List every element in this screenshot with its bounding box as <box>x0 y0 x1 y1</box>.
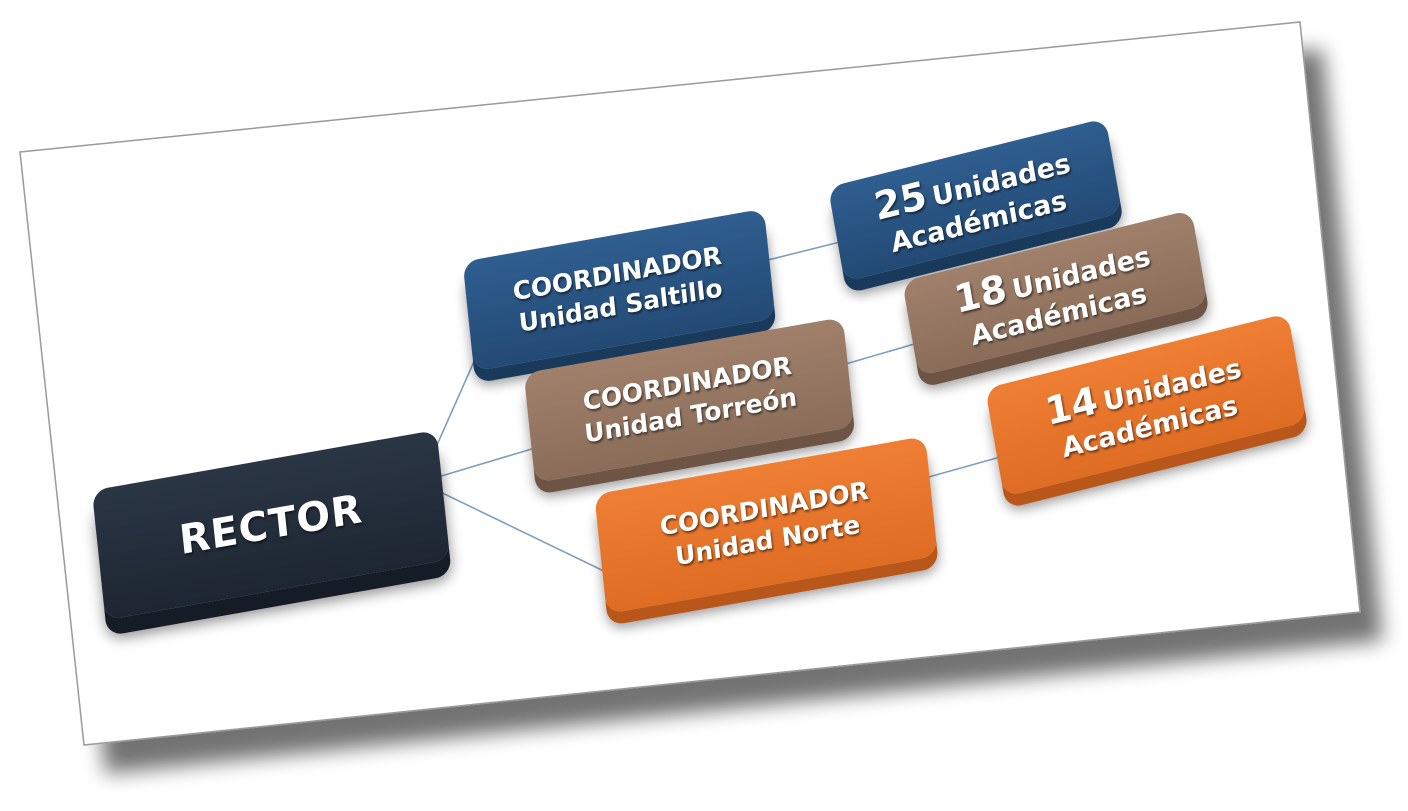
connector-torreon-18 <box>831 339 929 369</box>
connector-rector-torreon <box>427 444 546 481</box>
rector-label: RECTOR <box>177 485 365 565</box>
connector-saltillo-25 <box>759 239 849 263</box>
connector-rector-norte <box>429 486 613 576</box>
